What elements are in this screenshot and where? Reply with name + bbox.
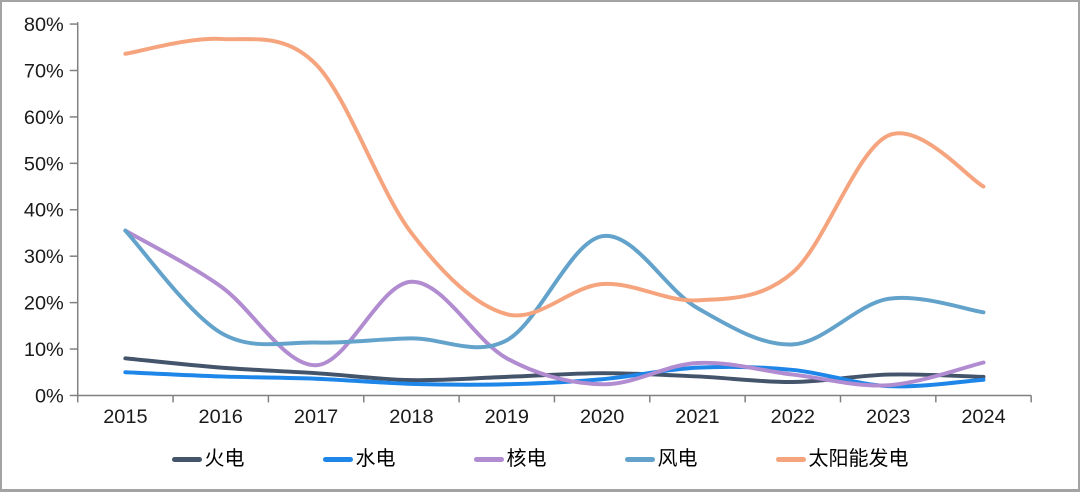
legend-label-solar: 太阳能发电 [808, 448, 909, 470]
legend-item-hydro: 水电 [322, 448, 396, 470]
legend-swatch-nuclear [473, 456, 504, 462]
x-tick-label: 2021 [675, 406, 719, 428]
legend-item-wind: 风电 [624, 448, 698, 470]
series-line-wind [123, 228, 986, 350]
y-tick-label: 20% [24, 293, 64, 315]
x-tick-label: 2018 [389, 406, 433, 428]
legend-swatch-hydro [322, 456, 353, 462]
legend-label-nuclear: 核电 [506, 448, 547, 470]
x-tick-label: 2020 [580, 406, 624, 428]
x-tick-label: 2019 [485, 406, 529, 428]
legend-label-hydro: 水电 [355, 448, 396, 470]
x-tick-label: 2022 [771, 406, 815, 428]
y-tick-label: 0% [35, 385, 64, 407]
series-line-solar [123, 36, 986, 318]
legend-label-thermal: 火电 [204, 448, 245, 470]
legend-label-wind: 风电 [657, 448, 698, 470]
series-line-hydro [123, 364, 986, 389]
y-tick-label: 80% [24, 14, 64, 36]
y-tick-label: 50% [24, 153, 64, 175]
chart-legend: 火电 水电 核电 风电 太阳能发电 [2, 449, 1078, 469]
y-tick-label: 70% [24, 60, 64, 82]
y-tick-label: 10% [24, 339, 64, 361]
x-tick-label: 2016 [199, 406, 243, 428]
x-tick-label: 2017 [294, 406, 338, 428]
y-tick-label: 30% [24, 246, 64, 268]
series-line-nuclear [123, 228, 986, 388]
legend-swatch-wind [624, 456, 655, 462]
legend-item-thermal: 火电 [171, 448, 245, 470]
x-tick-label: 2024 [961, 406, 1005, 428]
legend-swatch-thermal [171, 456, 202, 462]
y-tick-label: 40% [24, 200, 64, 222]
y-tick-label: 60% [24, 107, 64, 129]
legend-swatch-solar [775, 456, 806, 462]
x-tick-label: 2023 [866, 406, 910, 428]
legend-item-solar: 太阳能发电 [775, 448, 909, 470]
x-tick-label: 2015 [103, 406, 147, 428]
legend-item-nuclear: 核电 [473, 448, 547, 470]
